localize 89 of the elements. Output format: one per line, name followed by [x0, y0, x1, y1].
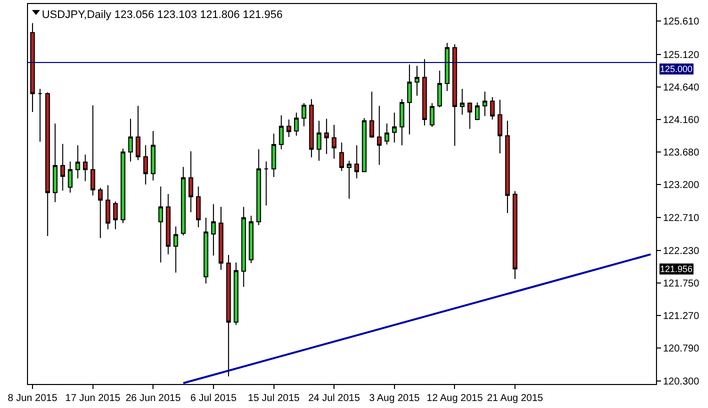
candlestick — [339, 142, 344, 172]
candlestick — [75, 144, 80, 179]
x-tick-label: 17 Jun 2015 — [65, 393, 121, 404]
candlestick — [136, 105, 140, 161]
x-tick-label: 21 Aug 2015 — [486, 393, 544, 404]
candlestick — [166, 194, 171, 255]
candlestick — [362, 118, 367, 172]
candlestick — [196, 186, 201, 228]
y-tick-label: 122.710 — [663, 213, 700, 224]
candlestick — [204, 217, 208, 284]
candlestick — [422, 58, 427, 126]
x-tick-label: 26 Jun 2015 — [126, 393, 182, 404]
candlestick — [218, 206, 224, 270]
annotation: 121.956 — [660, 264, 693, 274]
y-tick-label: 125.610 — [663, 16, 700, 28]
candlestick — [120, 148, 126, 224]
candlestick — [430, 102, 434, 128]
y-tick-label: 120.790 — [663, 343, 700, 354]
candlestick — [302, 102, 306, 127]
candlestick — [324, 118, 329, 155]
candlestick — [241, 206, 246, 288]
candlestick — [106, 184, 110, 230]
y-tick-label: 125.120 — [663, 50, 700, 61]
candlestick — [158, 186, 164, 263]
candlestick — [173, 226, 178, 274]
candlestick — [316, 120, 322, 162]
candlestick — [309, 98, 314, 158]
candlestick — [346, 160, 352, 200]
y-tick-label: 123.680 — [663, 147, 700, 158]
candlestick — [98, 187, 103, 239]
candlestick — [271, 133, 276, 178]
candlestick — [234, 262, 238, 326]
candlestick — [392, 112, 397, 143]
candlestick — [68, 160, 73, 194]
candlestick — [369, 91, 374, 138]
candlestick — [226, 254, 231, 377]
candlestick — [384, 123, 390, 146]
candlestick — [407, 64, 412, 135]
y-tick-label: 124.640 — [663, 82, 700, 94]
ref-line-label: 125.000 — [660, 64, 693, 74]
candlestick — [414, 65, 420, 96]
y-tick-label: 121.750 — [663, 278, 700, 290]
candlestick — [264, 160, 269, 206]
x-tick-label: 8 Jun 2015 — [8, 393, 58, 404]
candlestick — [90, 104, 96, 196]
candlestick — [332, 124, 336, 160]
y-tick-label: 121.270 — [663, 310, 700, 322]
candlestick — [482, 91, 488, 117]
chart-title: USDJPY,Daily 123.056 123.103 121.806 121.956 — [42, 8, 283, 21]
y-tick-label: 120.300 — [663, 376, 700, 388]
candlestick — [143, 144, 148, 186]
candlestick — [82, 154, 88, 182]
y-tick-label: 124.160 — [663, 114, 700, 126]
candlestick — [452, 44, 458, 146]
candlestick — [474, 102, 480, 121]
candlestick — [460, 88, 465, 116]
candlestick — [128, 118, 133, 162]
candlestick — [444, 42, 450, 92]
x-tick-label: 3 Aug 2015 — [369, 393, 420, 404]
candlestick — [52, 123, 58, 203]
candlestick — [30, 22, 35, 112]
candlestick — [400, 98, 404, 146]
candlestick — [512, 190, 518, 280]
x-tick-label: 6 Jul 2015 — [190, 393, 237, 404]
candlestick — [38, 88, 42, 142]
candlestick — [45, 92, 50, 237]
candlestick — [150, 130, 156, 181]
candlestick — [294, 112, 299, 136]
candlestick — [188, 150, 194, 213]
candlestick — [60, 143, 66, 192]
y-tick-label: 123.200 — [663, 180, 700, 192]
candlestick — [376, 105, 382, 166]
candlestick — [113, 200, 118, 230]
candlestick — [354, 144, 360, 179]
candlestick — [248, 215, 254, 264]
y-tick-label: 122.230 — [663, 246, 700, 257]
candlestick — [467, 102, 472, 130]
candlestick — [286, 118, 292, 138]
candlestick — [278, 114, 284, 150]
candlestick — [498, 99, 502, 154]
candlestick — [211, 204, 216, 256]
candlestick — [437, 70, 442, 108]
x-tick-label: 15 Jul 2015 — [248, 393, 300, 404]
x-tick-label: 12 Aug 2015 — [426, 393, 484, 404]
candlestick — [505, 120, 510, 214]
candlestick — [256, 148, 262, 226]
x-tick-label: 24 Jul 2015 — [308, 393, 360, 404]
candlestick — [490, 96, 495, 120]
candlestick — [180, 166, 186, 236]
